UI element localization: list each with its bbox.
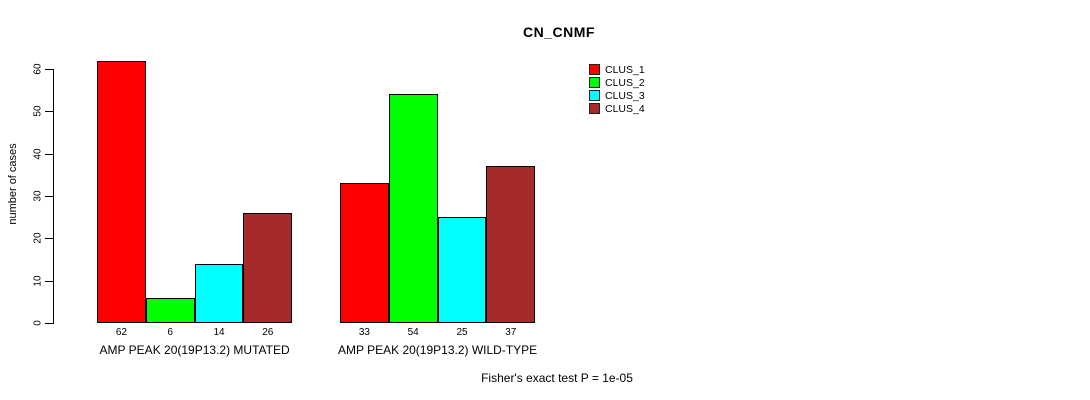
y-axis-tick <box>45 69 53 70</box>
y-axis-tick <box>45 280 53 282</box>
y-axis-tick-label: 0 <box>32 320 44 326</box>
bar-count-label: 37 <box>505 327 517 338</box>
bar-count-label: 6 <box>167 327 173 338</box>
legend-color-swatch <box>589 77 600 88</box>
legend-label: CLUS_3 <box>605 89 645 102</box>
y-axis-tick-label: 50 <box>32 105 44 117</box>
legend-color-swatch <box>589 90 600 101</box>
y-axis-tick-label: 60 <box>32 63 44 75</box>
y-axis-tick <box>45 153 53 155</box>
y-axis-tick <box>45 238 53 240</box>
legend-color-swatch <box>589 103 600 114</box>
legend-label: CLUS_1 <box>605 63 645 76</box>
legend-item-clus_4: CLUS_4 <box>589 102 645 115</box>
legend-item-clus_1: CLUS_1 <box>589 63 645 76</box>
legend-color-swatch <box>589 64 600 75</box>
legend-label: CLUS_2 <box>605 76 645 89</box>
bar-clus_2-wild-type <box>388 94 438 323</box>
bar-clus_1-wild-type <box>340 183 389 323</box>
legend-label: CLUS_4 <box>605 102 645 115</box>
bar-clus_4-wild-type <box>486 166 536 323</box>
y-axis-line <box>53 69 54 324</box>
y-axis-tick-label: 10 <box>32 275 44 287</box>
y-axis-label: number of cases <box>7 143 19 225</box>
bar-clus_4-mutated <box>243 212 293 323</box>
group-label-mutated: AMP PEAK 20(19P13.2) MUTATED <box>99 343 290 357</box>
y-axis-tick-label: 30 <box>32 190 44 202</box>
y-axis-tick <box>45 323 53 324</box>
bar-clus_3-mutated <box>194 263 244 323</box>
y-axis-tick-label: 20 <box>32 232 44 244</box>
bar-clus_3-wild-type <box>437 217 487 323</box>
chart-title: CN_CNMF <box>523 24 595 40</box>
bar-count-label: 54 <box>407 327 419 338</box>
legend-item-clus_2: CLUS_2 <box>589 76 645 89</box>
bar-count-label: 14 <box>213 327 225 338</box>
bar-count-label: 26 <box>262 327 274 338</box>
group-label-wild-type: AMP PEAK 20(19P13.2) WILD-TYPE <box>337 343 538 357</box>
y-axis-tick <box>45 111 53 113</box>
legend: CLUS_1 CLUS_2 CLUS_3 CLUS_4 <box>589 63 645 115</box>
y-axis-tick-label: 40 <box>32 148 44 160</box>
bar-count-label: 25 <box>456 327 468 338</box>
bar-clus_2-mutated <box>145 297 195 323</box>
legend-item-clus_3: CLUS_3 <box>589 89 645 102</box>
bar-count-label: 62 <box>115 327 127 338</box>
bar-clus_1-mutated <box>97 60 146 323</box>
y-axis-tick <box>45 196 53 197</box>
bar-count-label: 33 <box>358 327 370 338</box>
fisher-test-annotation: Fisher's exact test P = 1e-05 <box>481 371 633 385</box>
